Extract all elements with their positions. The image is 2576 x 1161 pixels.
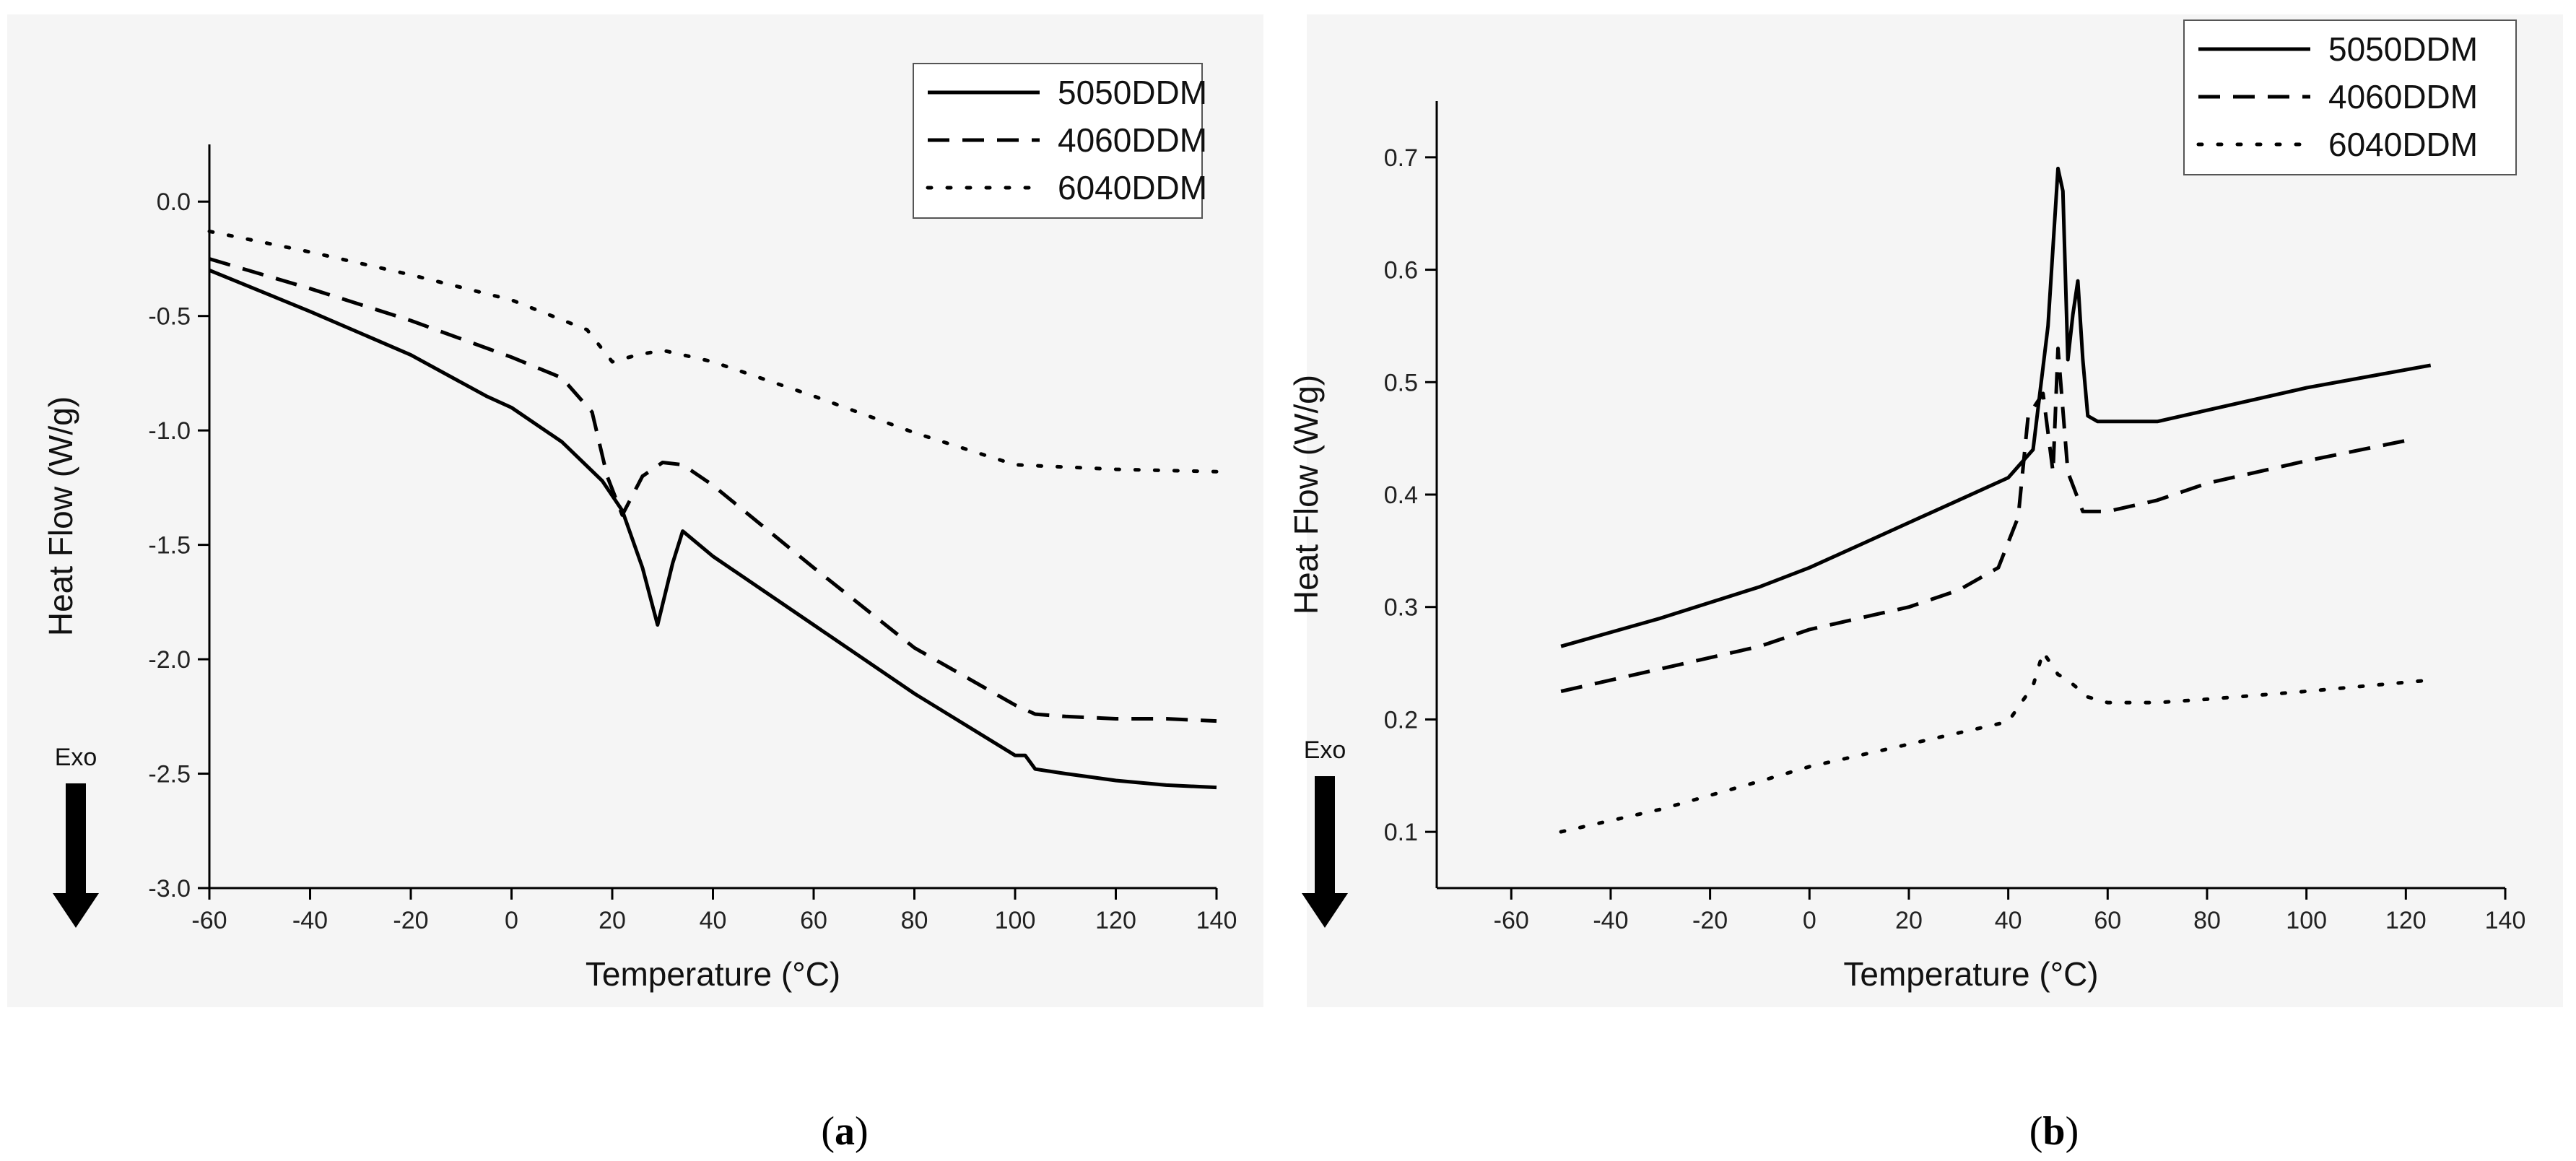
y-tick-label: -1.5 <box>148 532 191 560</box>
y-tick-label: -0.5 <box>148 303 191 331</box>
x-tick-label: -20 <box>393 907 428 934</box>
x-tick-label: 140 <box>2485 907 2526 934</box>
panel-a: -60 -40 -20 0 20 40 60 80 100 120 140 0.0 -0.5 -1.0 -1… <box>42 63 1237 993</box>
legend-label: 5050DDM <box>1058 74 1207 111</box>
series-line-5050ddm <box>209 268 1217 790</box>
legend-label: 6040DDM <box>2328 126 2478 163</box>
exo-arrow-icon <box>66 783 86 895</box>
x-tick-label: 100 <box>2286 907 2327 934</box>
exo-label: Exo <box>1304 736 1346 764</box>
y-tick-label: 0.0 <box>157 188 191 216</box>
x-tick-label: 60 <box>800 907 827 934</box>
series-line-6040ddm <box>207 229 1219 474</box>
legend-box <box>913 63 1203 219</box>
series-line-6040ddm <box>1559 650 2433 834</box>
legend: 5050DDM 4060DDM 6040DDM <box>2183 19 2517 175</box>
caption-b: (b) <box>2029 1109 2079 1154</box>
y-axis-title: Heat Flow (W/g) <box>1287 375 1325 614</box>
x-tick-label: 60 <box>2094 907 2121 934</box>
x-tick-label: 120 <box>2385 907 2427 934</box>
y-tick-label: -1.0 <box>148 417 191 445</box>
series-line-5050ddm <box>1560 166 2432 648</box>
exo-arrowhead-icon <box>1302 893 1348 928</box>
y-tick-label: -2.0 <box>148 646 191 674</box>
x-tick-label: 20 <box>599 907 626 934</box>
x-tick-label: 0 <box>505 907 518 934</box>
x-tick-label: 140 <box>1196 907 1237 934</box>
caption-a: (a) <box>821 1109 868 1154</box>
legend-label: 4060DDM <box>2328 78 2478 116</box>
y-tick-label: 0.6 <box>1384 257 1418 284</box>
y-axis-title: Heat Flow (W/g) <box>42 396 79 636</box>
x-tick-label: -40 <box>1593 907 1628 934</box>
y-tick-label: 0.1 <box>1384 819 1418 846</box>
legend-label: 5050DDM <box>2328 30 2478 68</box>
y-tick-label: 0.5 <box>1384 369 1418 396</box>
x-tick-label: 100 <box>995 907 1036 934</box>
x-tick-label: -60 <box>1494 907 1529 934</box>
panel-b: -60 -40 -20 0 20 40 60 80 100 120 140 0.1 0.2 0.3 0.4 0… <box>1287 19 2526 993</box>
x-tick-label: -20 <box>1692 907 1728 934</box>
x-tick-label: -40 <box>292 907 328 934</box>
x-tick-label: 40 <box>700 907 727 934</box>
legend-label: 6040DDM <box>1058 169 1207 206</box>
x-tick-label: 0 <box>1803 907 1816 934</box>
exo-arrow-icon <box>1315 776 1335 895</box>
x-axis-title: Temperature (°C) <box>586 955 840 993</box>
x-tick-label: 20 <box>1895 907 1923 934</box>
x-tick-label: 120 <box>1095 907 1136 934</box>
y-tick-label: 0.3 <box>1384 594 1418 622</box>
x-tick-label: -60 <box>191 907 227 934</box>
x-tick-label: 40 <box>1995 907 2022 934</box>
exo-arrowhead-icon <box>53 893 99 928</box>
x-tick-label: 80 <box>901 907 928 934</box>
y-tick-label: -2.5 <box>148 761 191 788</box>
y-tick-label: 0.2 <box>1384 706 1418 734</box>
series-line-4060ddm <box>1560 347 2406 693</box>
y-tick-label: -3.0 <box>148 875 191 903</box>
x-tick-label: 80 <box>2193 907 2221 934</box>
x-axis-title: Temperature (°C) <box>1843 955 2098 993</box>
exo-indicator: Exo <box>1302 736 1348 928</box>
exo-indicator: Exo <box>53 744 99 928</box>
legend: 5050DDM 4060DDM 6040DDM <box>913 63 1207 219</box>
y-tick-label: 0.7 <box>1384 144 1418 172</box>
series-line-4060ddm <box>209 257 1217 723</box>
exo-label: Exo <box>55 744 97 771</box>
legend-label: 4060DDM <box>1058 121 1207 159</box>
y-tick-label: 0.4 <box>1384 482 1418 509</box>
